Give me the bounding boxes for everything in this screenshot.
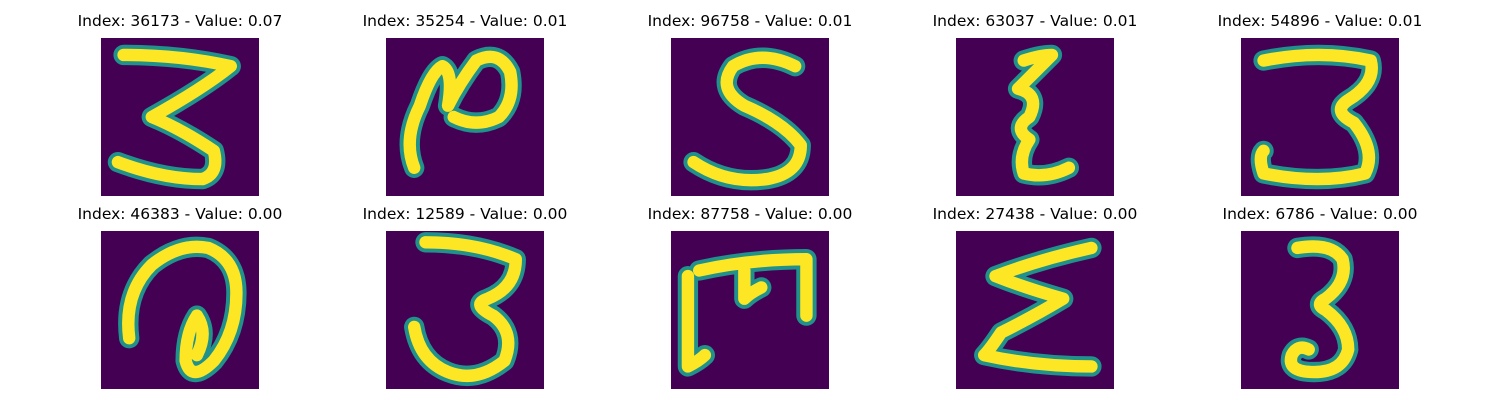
digit-image <box>1241 38 1399 196</box>
panel-title: Index: 12589 - Value: 0.00 <box>362 205 568 223</box>
panel-title: Index: 63037 - Value: 0.01 <box>932 12 1138 30</box>
panel-2: Index: 96758 - Value: 0.01 <box>630 10 870 200</box>
panel-title: Index: 35254 - Value: 0.01 <box>362 12 568 30</box>
digit-image <box>101 231 259 389</box>
digit-image <box>956 38 1114 196</box>
panel-title: Index: 54896 - Value: 0.01 <box>1217 12 1423 30</box>
panel-4: Index: 54896 - Value: 0.01 <box>1200 10 1440 200</box>
digit-image <box>101 38 259 196</box>
panel-title: Index: 6786 - Value: 0.00 <box>1222 205 1418 223</box>
panel-7: Index: 87758 - Value: 0.00 <box>630 203 870 393</box>
panel-title: Index: 46383 - Value: 0.00 <box>77 205 283 223</box>
panel-8: Index: 27438 - Value: 0.00 <box>915 203 1155 393</box>
panel-5: Index: 46383 - Value: 0.00 <box>60 203 300 393</box>
panel-title: Index: 87758 - Value: 0.00 <box>647 205 853 223</box>
digit-image <box>956 231 1114 389</box>
panel-3: Index: 63037 - Value: 0.01 <box>915 10 1155 200</box>
digit-image <box>386 38 544 196</box>
digit-image <box>671 231 829 389</box>
panel-6: Index: 12589 - Value: 0.00 <box>345 203 585 393</box>
panel-1: Index: 35254 - Value: 0.01 <box>345 10 585 200</box>
panel-title: Index: 36173 - Value: 0.07 <box>77 12 283 30</box>
panel-0: Index: 36173 - Value: 0.07 <box>60 10 300 200</box>
digit-image <box>1241 231 1399 389</box>
panel-9: Index: 6786 - Value: 0.00 <box>1200 203 1440 393</box>
digit-image <box>386 231 544 389</box>
panel-title: Index: 96758 - Value: 0.01 <box>647 12 853 30</box>
digit-image <box>671 38 829 196</box>
panel-title: Index: 27438 - Value: 0.00 <box>932 205 1138 223</box>
